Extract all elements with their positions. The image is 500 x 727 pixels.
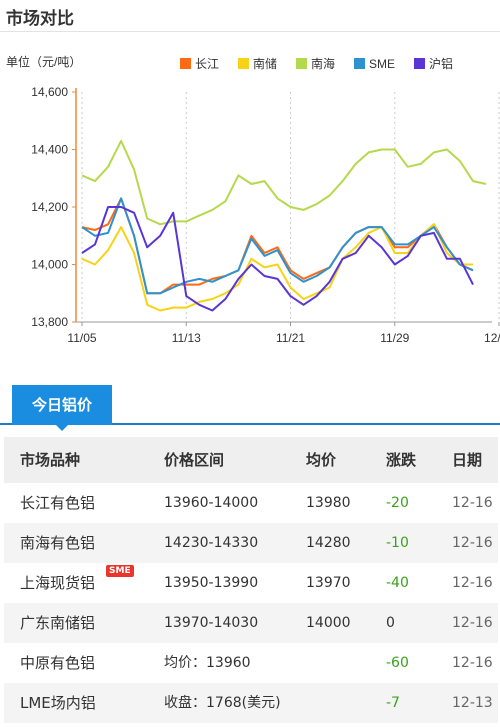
price-change: -20 <box>386 495 409 511</box>
y-tick-label: 14,400 <box>31 143 68 157</box>
average-price: 13980 <box>306 495 351 511</box>
legend-label[interactable]: SME <box>369 57 395 71</box>
legend-label[interactable]: 沪铝 <box>429 56 453 71</box>
price-comparison-chart: 单位（元/吨） 长江 南储 南海 SME 沪铝 13,800 14,000 14,200 14… <box>6 54 500 345</box>
chart-ylabel: 单位（元/吨） <box>6 54 81 69</box>
price-date: 12-13 <box>452 695 493 711</box>
price-change: -10 <box>386 535 409 551</box>
price-date: 12-16 <box>452 495 493 511</box>
price-date: 12-16 <box>452 535 493 551</box>
tab-bar: 今日铝价 <box>0 385 500 431</box>
table-row[interactable]: 南海有色铝 14230-14330 14280 -10 12-16 <box>4 523 498 563</box>
table-row[interactable]: 广东南储铝 13970-14030 14000 0 12-16 <box>4 603 498 643</box>
average-price: 14280 <box>306 535 351 551</box>
y-tick-label: 14,000 <box>31 258 68 272</box>
price-change: -40 <box>386 575 409 591</box>
series-line-SME <box>81 197 474 295</box>
x-tick-label: 11/13 <box>172 331 201 345</box>
legend-swatch <box>354 58 365 69</box>
chart-legend[interactable]: 长江 南储 南海 SME 沪铝 <box>180 56 453 71</box>
table-row[interactable]: 上海现货铝 SME 13950-13990 13970 -40 12-16 <box>4 563 498 603</box>
x-tick-label: 12/09 <box>484 331 500 345</box>
price-table: 市场品种 价格区间 均价 涨跌 日期 长江有色铝 13960-14000 139… <box>4 437 498 723</box>
average-price: 14000 <box>306 615 351 631</box>
header-change: 涨跌 <box>386 451 417 469</box>
price-date: 12-16 <box>452 655 493 671</box>
tab-pointer <box>56 425 68 431</box>
price-range: 13970-14030 <box>164 615 259 631</box>
table-row[interactable]: LME场内铝 收盘：1768(美元) -7 12-13 <box>4 683 498 723</box>
price-range: 均价：13960 <box>164 655 251 671</box>
y-tick-label: 13,800 <box>31 315 68 329</box>
x-tick-label: 11/21 <box>276 331 305 345</box>
market-name[interactable]: 长江有色铝 <box>20 494 96 512</box>
legend-label[interactable]: 南海 <box>311 56 335 71</box>
price-change: -7 <box>386 695 400 711</box>
legend-label[interactable]: 南储 <box>253 56 277 71</box>
table-row[interactable]: 中原有色铝 均价：13960 -60 12-16 <box>4 643 498 683</box>
header-market: 市场品种 <box>20 451 81 469</box>
y-axis: 13,800 14,000 14,200 14,400 14,600 <box>31 85 77 329</box>
market-name[interactable]: 上海现货铝 <box>20 574 96 592</box>
header-average: 均价 <box>306 451 337 469</box>
price-range: 13950-13990 <box>164 575 259 591</box>
series-line-沪铝 <box>81 206 474 312</box>
legend-swatch <box>414 58 425 69</box>
legend-swatch <box>180 58 191 69</box>
header-date: 日期 <box>452 451 483 469</box>
market-name[interactable]: LME场内铝 <box>20 694 96 712</box>
y-tick-label: 14,200 <box>31 200 68 214</box>
market-name[interactable]: 广东南储铝 <box>20 614 96 632</box>
series-line-南海 <box>81 139 487 226</box>
market-name[interactable]: 中原有色铝 <box>20 654 96 672</box>
price-range: 13960-14000 <box>164 495 259 511</box>
price-change: 0 <box>386 615 395 631</box>
page-title: 市场对比 <box>6 9 74 29</box>
average-price: 13970 <box>306 575 351 591</box>
table-row[interactable]: 长江有色铝 13960-14000 13980 -20 12-16 <box>4 483 498 523</box>
chart-series-lines <box>81 139 487 312</box>
x-tick-label: 11/05 <box>67 331 96 345</box>
page-header: 市场对比 <box>0 0 500 32</box>
x-axis: 11/05 11/13 11/21 11/29 12/09 <box>67 321 500 345</box>
legend-label[interactable]: 长江 <box>195 57 219 71</box>
sme-badge: SME <box>106 565 134 577</box>
x-tick-label: 11/29 <box>380 331 409 345</box>
price-range: 14230-14330 <box>164 535 259 551</box>
series-line-南储 <box>81 223 473 312</box>
table-header: 市场品种 价格区间 均价 涨跌 日期 <box>4 437 498 483</box>
tab-today-aluminum-price[interactable]: 今日铝价 <box>12 385 112 425</box>
legend-swatch <box>238 58 249 69</box>
y-tick-label: 14,600 <box>31 85 68 99</box>
market-name[interactable]: 南海有色铝 <box>20 534 96 552</box>
price-change: -60 <box>386 655 409 671</box>
price-date: 12-16 <box>452 575 493 591</box>
legend-swatch <box>296 58 307 69</box>
header-price-range: 价格区间 <box>164 451 225 469</box>
price-range: 收盘：1768(美元) <box>164 695 281 711</box>
price-date: 12-16 <box>452 615 493 631</box>
